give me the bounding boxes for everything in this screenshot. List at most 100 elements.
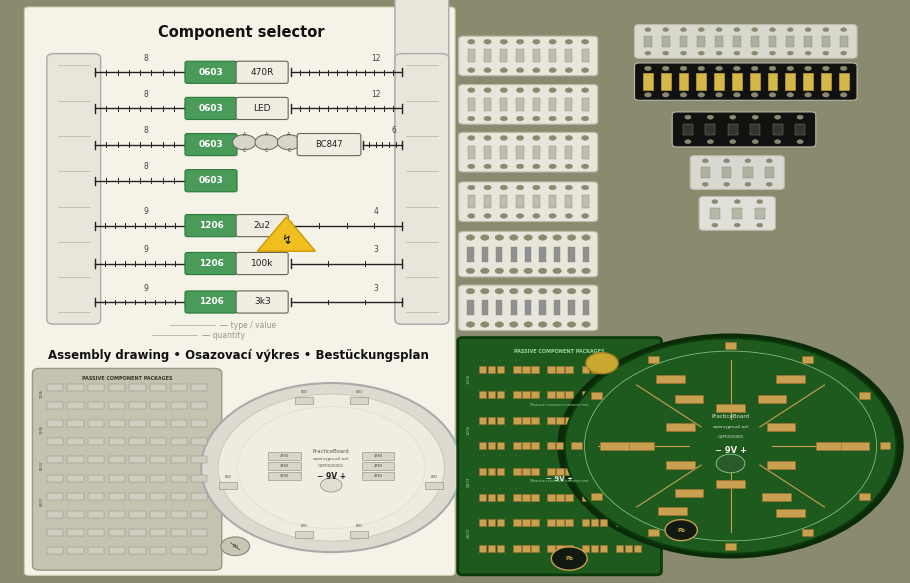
Bar [643, 73, 652, 90]
Bar [480, 494, 487, 501]
Circle shape [733, 51, 740, 55]
Circle shape [723, 182, 730, 187]
Circle shape [532, 40, 540, 44]
Bar [803, 356, 814, 363]
Circle shape [787, 93, 794, 97]
Bar [581, 545, 589, 552]
Circle shape [581, 322, 591, 327]
Bar [532, 50, 540, 62]
Circle shape [501, 185, 508, 190]
Bar [191, 438, 207, 445]
Bar [728, 124, 738, 135]
Bar [565, 519, 572, 526]
Bar [591, 366, 598, 373]
Bar [758, 395, 786, 403]
Bar [768, 73, 777, 90]
Bar [108, 511, 125, 518]
Circle shape [532, 213, 540, 218]
Bar [67, 547, 84, 554]
Text: Pb: Pb [565, 556, 573, 561]
Text: 9: 9 [143, 245, 148, 254]
Bar [581, 98, 589, 111]
Circle shape [468, 213, 475, 218]
Bar [129, 384, 146, 391]
Circle shape [221, 537, 249, 556]
Text: Measure resistance between test: Measure resistance between test [531, 479, 589, 483]
Bar [484, 146, 491, 159]
FancyBboxPatch shape [690, 156, 784, 189]
Bar [732, 73, 742, 90]
Bar [522, 519, 530, 526]
FancyBboxPatch shape [395, 54, 449, 324]
Circle shape [840, 66, 847, 71]
Circle shape [233, 135, 256, 150]
Text: 9: 9 [143, 208, 148, 216]
Bar [582, 247, 589, 262]
Bar [129, 529, 146, 536]
Text: LED: LED [300, 524, 308, 528]
Bar [804, 73, 813, 90]
Circle shape [495, 268, 503, 273]
Bar [841, 442, 869, 450]
Circle shape [565, 185, 572, 190]
Bar [88, 493, 105, 500]
Bar [557, 468, 563, 475]
Text: Measure resistance between test: Measure resistance between test [531, 403, 589, 407]
Bar [67, 402, 84, 409]
Bar [600, 468, 607, 475]
Text: 6: 6 [391, 127, 397, 135]
Bar [633, 391, 641, 398]
Bar [67, 420, 84, 427]
Bar [815, 442, 844, 450]
Bar [715, 36, 723, 47]
Circle shape [733, 27, 740, 31]
Circle shape [501, 40, 508, 44]
Circle shape [787, 66, 794, 71]
Text: 0603: 0603 [40, 461, 44, 470]
Bar [501, 50, 508, 62]
Bar [701, 167, 710, 178]
Bar [633, 366, 641, 373]
Circle shape [549, 136, 556, 141]
Bar [674, 489, 703, 497]
Circle shape [565, 40, 572, 44]
FancyBboxPatch shape [236, 97, 288, 120]
Text: LED: LED [253, 104, 271, 113]
Bar [489, 366, 495, 373]
Bar [171, 493, 187, 500]
Text: ── quantity: ── quantity [201, 331, 245, 340]
Text: 0603: 0603 [467, 528, 470, 538]
Bar [150, 420, 167, 427]
Text: 4: 4 [374, 208, 379, 216]
Bar [88, 475, 105, 482]
Bar [191, 475, 207, 482]
Bar [88, 511, 105, 518]
Circle shape [320, 478, 342, 492]
Text: 0603: 0603 [40, 497, 44, 507]
Bar [600, 442, 607, 449]
Circle shape [480, 235, 489, 240]
Bar [571, 442, 581, 449]
Circle shape [510, 322, 518, 327]
Bar [581, 195, 589, 208]
Bar [600, 417, 607, 424]
Bar [549, 195, 556, 208]
Text: LED: LED [300, 391, 308, 395]
Circle shape [581, 185, 589, 190]
Bar [592, 493, 602, 500]
Circle shape [517, 136, 524, 141]
Bar [46, 529, 63, 536]
Bar [46, 420, 63, 427]
Bar [624, 366, 632, 373]
Bar [511, 300, 517, 315]
Circle shape [681, 51, 686, 55]
Text: LED: LED [225, 475, 232, 479]
Bar [557, 442, 563, 449]
Bar [171, 529, 187, 536]
Bar [171, 511, 187, 518]
Bar [795, 124, 805, 135]
Text: 0603: 0603 [467, 476, 470, 487]
Bar [171, 475, 187, 482]
Circle shape [734, 199, 741, 203]
Bar [489, 545, 495, 552]
